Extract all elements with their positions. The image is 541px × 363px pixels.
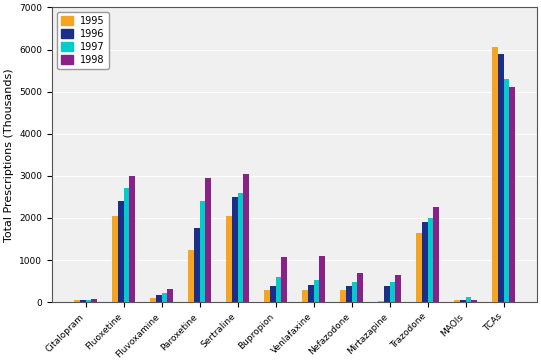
Bar: [91, 299, 97, 302]
Bar: [206, 178, 211, 302]
Bar: [74, 300, 80, 302]
Bar: [308, 285, 314, 302]
Bar: [275, 277, 281, 302]
Bar: [416, 233, 422, 302]
Bar: [340, 290, 346, 302]
Bar: [471, 300, 477, 302]
Bar: [162, 293, 167, 302]
Bar: [427, 218, 433, 302]
Bar: [188, 249, 194, 302]
Bar: [118, 201, 123, 302]
Bar: [302, 290, 308, 302]
Bar: [433, 207, 439, 302]
Bar: [281, 257, 287, 302]
Bar: [510, 87, 515, 302]
Bar: [150, 298, 156, 302]
Bar: [498, 54, 504, 302]
Bar: [112, 216, 118, 302]
Bar: [237, 193, 243, 302]
Bar: [200, 201, 206, 302]
Bar: [226, 216, 232, 302]
Bar: [454, 300, 460, 302]
Y-axis label: Total Prescriptions (Thousands): Total Prescriptions (Thousands): [4, 68, 14, 242]
Bar: [460, 300, 466, 302]
Bar: [314, 280, 319, 302]
Bar: [232, 197, 237, 302]
Bar: [167, 289, 173, 302]
Bar: [384, 286, 390, 302]
Bar: [85, 300, 91, 302]
Bar: [422, 222, 427, 302]
Bar: [352, 282, 358, 302]
Bar: [492, 48, 498, 302]
Bar: [504, 79, 510, 302]
Bar: [129, 176, 135, 302]
Bar: [466, 297, 471, 302]
Bar: [243, 174, 249, 302]
Bar: [346, 286, 352, 302]
Bar: [390, 282, 395, 302]
Bar: [378, 301, 384, 302]
Bar: [123, 188, 129, 302]
Bar: [319, 256, 325, 302]
Bar: [358, 273, 363, 302]
Bar: [80, 300, 85, 302]
Legend: 1995, 1996, 1997, 1998: 1995, 1996, 1997, 1998: [57, 12, 109, 69]
Bar: [194, 228, 200, 302]
Bar: [156, 295, 162, 302]
Bar: [264, 290, 270, 302]
Bar: [395, 275, 401, 302]
Bar: [270, 286, 275, 302]
